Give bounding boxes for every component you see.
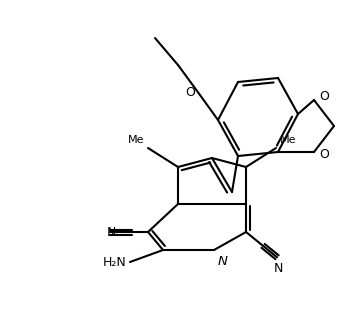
Text: O: O <box>185 86 195 99</box>
Text: N: N <box>107 225 116 238</box>
Text: H₂N: H₂N <box>103 255 127 268</box>
Text: N: N <box>218 255 228 268</box>
Text: N: N <box>273 262 283 275</box>
Text: O: O <box>319 91 329 103</box>
Text: Me: Me <box>280 135 297 145</box>
Text: Me: Me <box>127 135 144 145</box>
Text: O: O <box>319 149 329 162</box>
